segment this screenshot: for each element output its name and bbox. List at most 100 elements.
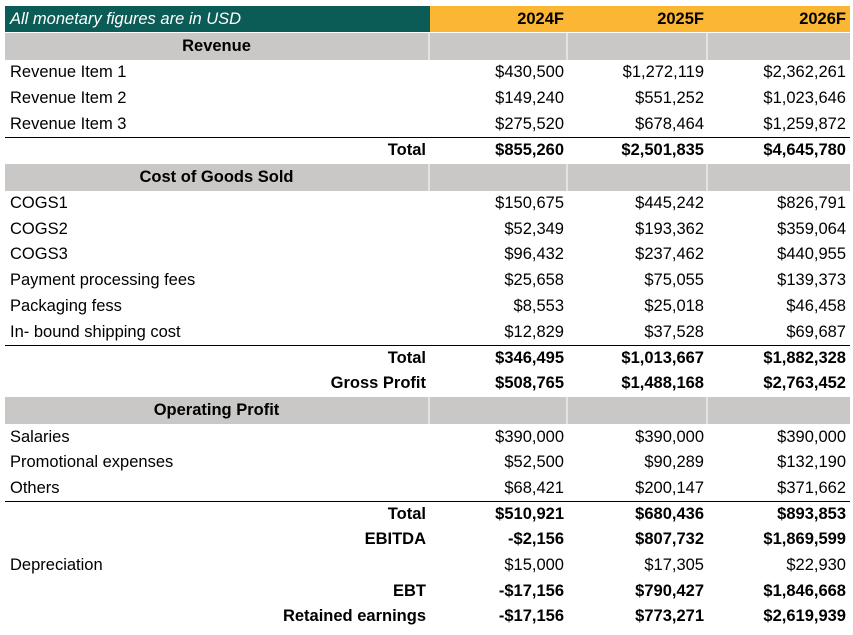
- value-cell[interactable]: $12,829: [504, 322, 564, 341]
- value-cell[interactable]: $132,190: [777, 453, 846, 472]
- value-cell[interactable]: [708, 163, 850, 191]
- value-cell[interactable]: $508,765: [495, 373, 564, 392]
- value-cell[interactable]: $1,846,668: [763, 581, 846, 600]
- value-cell[interactable]: $1,488,168: [621, 373, 704, 392]
- value-cell[interactable]: $69,687: [786, 322, 846, 341]
- value-cell[interactable]: -$2,156: [508, 530, 564, 549]
- row-label-cell[interactable]: Others: [10, 478, 60, 497]
- value-cell[interactable]: $1,023,646: [763, 89, 846, 108]
- value-cell[interactable]: $390,000: [635, 427, 704, 446]
- row-label-cell[interactable]: COGS2: [10, 219, 68, 238]
- value-cell[interactable]: $90,289: [644, 453, 704, 472]
- value-cell[interactable]: $773,271: [635, 607, 704, 626]
- value-cell[interactable]: $855,260: [495, 140, 564, 159]
- row-label-cell[interactable]: Packaging fess: [10, 296, 122, 315]
- value-cell[interactable]: $8,553: [513, 296, 564, 315]
- value-cell[interactable]: $1,869,599: [763, 530, 846, 549]
- value-cell[interactable]: [430, 33, 568, 60]
- row-label-cell[interactable]: COGS3: [10, 245, 68, 264]
- value-cell[interactable]: $1,259,872: [763, 114, 846, 133]
- value-cell[interactable]: $510,921: [495, 505, 564, 524]
- row-label-cell[interactable]: EBITDA: [364, 530, 426, 549]
- value-cell[interactable]: [708, 33, 850, 60]
- value-cell[interactable]: $22,930: [786, 556, 846, 575]
- row-label-cell[interactable]: Cost of Goods Sold: [5, 163, 430, 191]
- value-cell[interactable]: $445,242: [635, 194, 704, 213]
- row-label-cell[interactable]: Total: [387, 140, 426, 159]
- value-cell[interactable]: -$17,156: [498, 607, 564, 626]
- value-cell[interactable]: $390,000: [777, 427, 846, 446]
- row-label-cell[interactable]: Revenue: [5, 33, 430, 60]
- row-label-cell[interactable]: Payment processing fees: [10, 271, 196, 290]
- table-row: Revenue Item 1 $430,500 $1,272,119 $2,362,2…: [5, 60, 850, 86]
- row-label-cell[interactable]: EBT: [393, 581, 426, 600]
- year-header-2025[interactable]: 2025F: [568, 6, 708, 32]
- value-cell[interactable]: $52,500: [504, 453, 564, 472]
- row-label-cell[interactable]: Promotional expenses: [10, 453, 174, 472]
- value-cell[interactable]: $680,436: [635, 505, 704, 524]
- total-row: EBITDA -$2,156 $807,732 $1,869,599: [5, 527, 850, 553]
- value-cell[interactable]: $440,955: [777, 245, 846, 264]
- value-cell[interactable]: [430, 397, 568, 425]
- value-cell[interactable]: $790,427: [635, 581, 704, 600]
- year-header-2024[interactable]: 2024F: [430, 6, 568, 32]
- table-row: Depreciation $15,000 $17,305 $22,930: [5, 553, 850, 579]
- value-cell[interactable]: $25,658: [504, 271, 564, 290]
- row-label-cell[interactable]: Gross Profit: [330, 373, 426, 392]
- row-label-cell[interactable]: Total: [387, 348, 426, 367]
- value-cell[interactable]: $826,791: [777, 194, 846, 213]
- value-cell[interactable]: $96,432: [504, 245, 564, 264]
- value-cell[interactable]: [568, 163, 708, 191]
- value-cell[interactable]: $678,464: [635, 114, 704, 133]
- value-cell[interactable]: [430, 163, 568, 191]
- year-header-2026[interactable]: 2026F: [708, 6, 850, 32]
- row-label-cell[interactable]: Total: [387, 505, 426, 524]
- currency-note-cell[interactable]: All monetary figures are in USD: [5, 6, 430, 32]
- value-cell[interactable]: $2,619,939: [763, 607, 846, 626]
- value-cell[interactable]: $893,853: [777, 505, 846, 524]
- value-cell[interactable]: $37,528: [644, 322, 704, 341]
- value-cell[interactable]: $139,373: [777, 271, 846, 290]
- value-cell[interactable]: $2,501,835: [621, 140, 704, 159]
- row-label-cell[interactable]: Depreciation: [10, 556, 103, 575]
- total-row: Total $855,260 $2,501,835 $4,645,780: [5, 137, 850, 163]
- value-cell[interactable]: $68,421: [504, 478, 564, 497]
- value-cell[interactable]: -$17,156: [498, 581, 564, 600]
- value-cell[interactable]: $346,495: [495, 348, 564, 367]
- value-cell[interactable]: $551,252: [635, 89, 704, 108]
- value-cell[interactable]: $237,462: [635, 245, 704, 264]
- row-label-cell[interactable]: Salaries: [10, 427, 70, 446]
- value-cell[interactable]: $430,500: [495, 63, 564, 82]
- value-cell[interactable]: $200,147: [635, 478, 704, 497]
- value-cell[interactable]: [568, 33, 708, 60]
- value-cell[interactable]: [708, 397, 850, 425]
- value-cell[interactable]: $75,055: [644, 271, 704, 290]
- row-label-cell[interactable]: Revenue Item 1: [10, 63, 127, 82]
- value-cell[interactable]: $149,240: [495, 89, 564, 108]
- row-label-cell[interactable]: Operating Profit: [5, 397, 430, 425]
- value-cell[interactable]: $193,362: [635, 219, 704, 238]
- row-label-cell[interactable]: Revenue Item 3: [10, 114, 127, 133]
- value-cell[interactable]: [568, 397, 708, 425]
- value-cell[interactable]: $2,763,452: [763, 373, 846, 392]
- value-cell[interactable]: $150,675: [495, 194, 564, 213]
- value-cell[interactable]: $1,013,667: [621, 348, 704, 367]
- value-cell[interactable]: $25,018: [644, 296, 704, 315]
- row-label-cell[interactable]: In- bound shipping cost: [10, 322, 181, 341]
- value-cell[interactable]: $807,732: [635, 530, 704, 549]
- value-cell[interactable]: $17,305: [644, 556, 704, 575]
- value-cell[interactable]: $46,458: [786, 296, 846, 315]
- value-cell[interactable]: $275,520: [495, 114, 564, 133]
- value-cell[interactable]: $4,645,780: [763, 140, 846, 159]
- value-cell[interactable]: $2,362,261: [763, 63, 846, 82]
- value-cell[interactable]: $15,000: [504, 556, 564, 575]
- value-cell[interactable]: $371,662: [777, 478, 846, 497]
- row-label-cell[interactable]: Revenue Item 2: [10, 89, 127, 108]
- value-cell[interactable]: $52,349: [504, 219, 564, 238]
- row-label-cell[interactable]: COGS1: [10, 194, 68, 213]
- value-cell[interactable]: $1,882,328: [763, 348, 846, 367]
- row-label-cell[interactable]: Retained earnings: [282, 607, 426, 626]
- value-cell[interactable]: $1,272,119: [622, 63, 704, 82]
- value-cell[interactable]: $390,000: [495, 427, 564, 446]
- value-cell[interactable]: $359,064: [777, 219, 846, 238]
